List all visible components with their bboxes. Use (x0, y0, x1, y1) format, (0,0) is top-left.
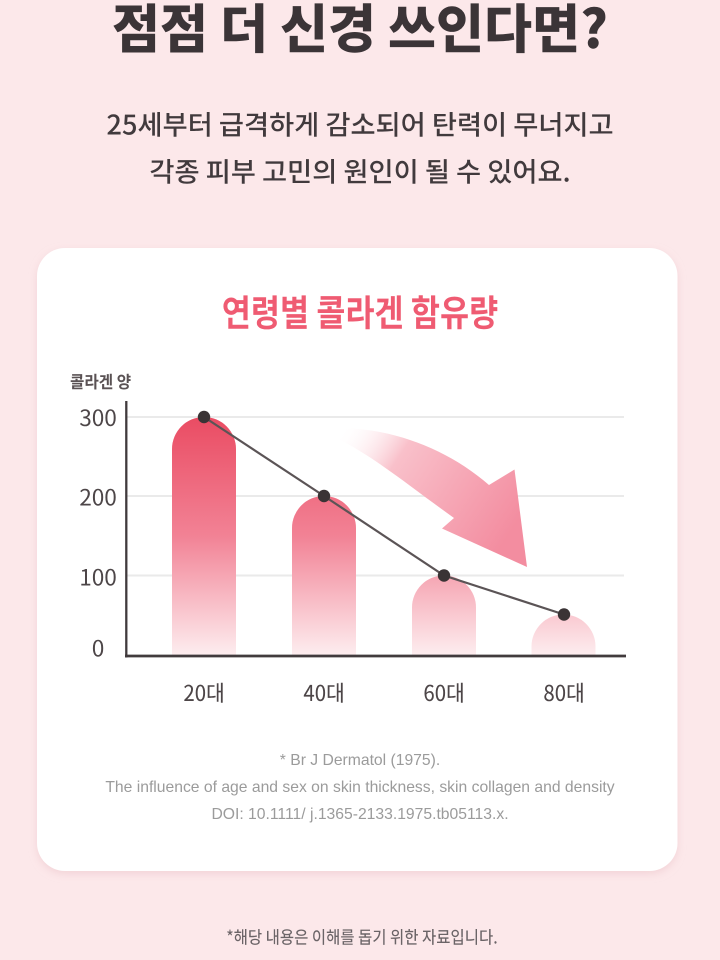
svg-text:* Br J Dermatol (1975).: * Br J Dermatol (1975). (280, 752, 440, 769)
svg-text:The influence of age and sex o: The influence of age and sex on skin thi… (105, 779, 614, 796)
svg-text:DOI: 10.1111/ j.1365-2133.1975: DOI: 10.1111/ j.1365-2133.1975.tb05113.x… (211, 806, 508, 823)
